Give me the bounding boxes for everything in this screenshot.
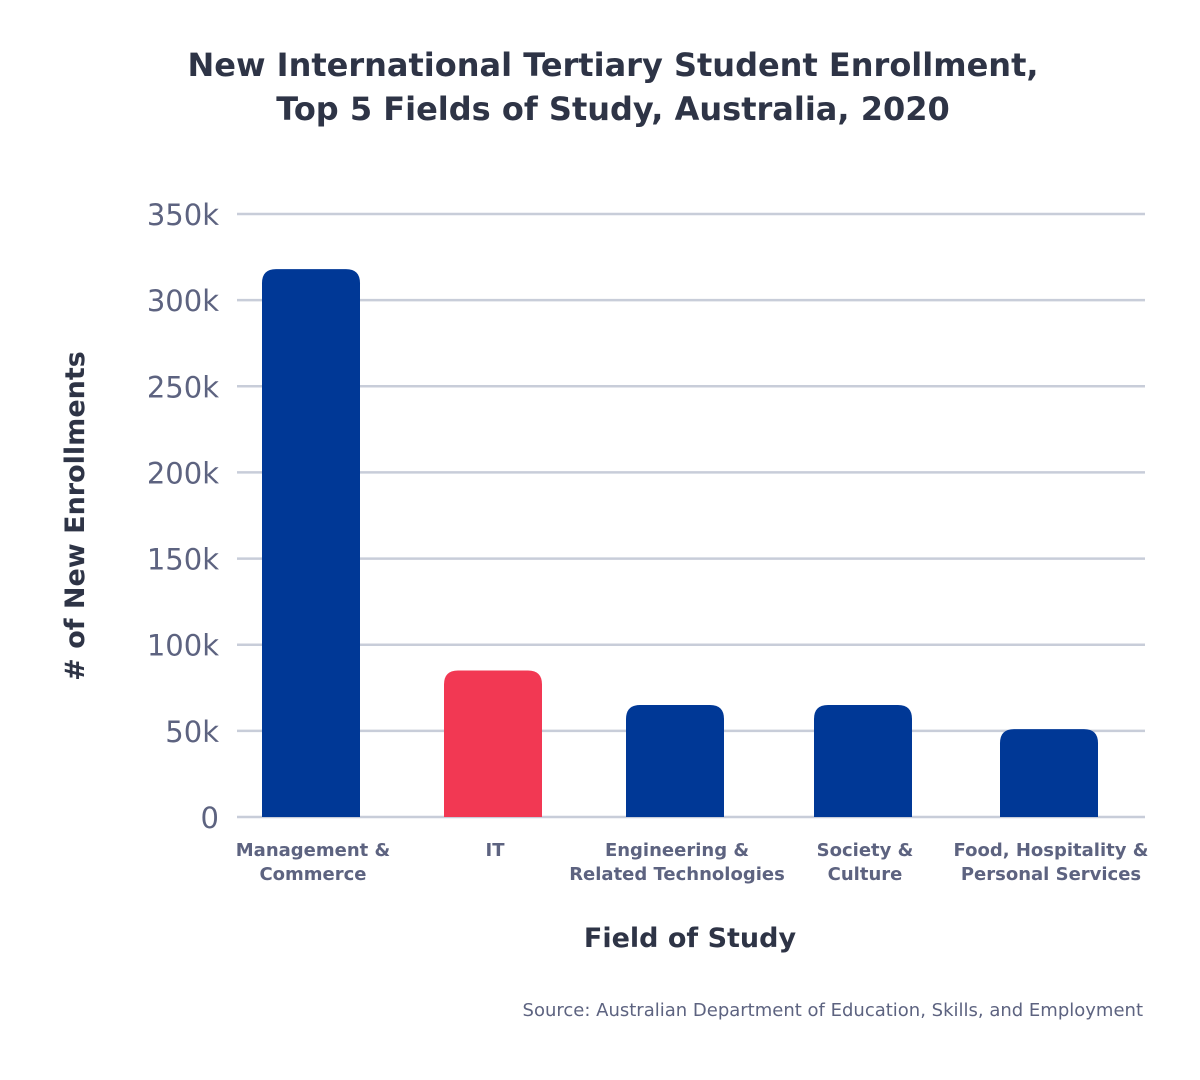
- x-tick-label: Personal Services: [961, 864, 1141, 885]
- x-tick-label: IT: [486, 840, 506, 861]
- chart-title-line: New International Tertiary Student Enrol…: [187, 46, 1038, 84]
- y-tick-label: 100k: [147, 629, 219, 663]
- y-tick-label: 200k: [147, 456, 219, 490]
- y-tick-label: 150k: [147, 543, 219, 577]
- y-tick-label: 350k: [147, 198, 219, 232]
- y-axis-label: # of New Enrollments: [60, 351, 91, 681]
- y-tick-label: 0: [201, 801, 219, 835]
- y-tick-label: 300k: [147, 284, 219, 318]
- x-tick-label: Management &: [236, 840, 390, 861]
- x-tick-label: Food, Hospitality &: [954, 840, 1149, 861]
- x-tick-label: Culture: [828, 864, 903, 885]
- y-tick-label: 250k: [147, 370, 219, 404]
- bar: [814, 705, 912, 817]
- x-tick-label: Related Technologies: [569, 864, 785, 885]
- y-tick-label: 50k: [165, 715, 219, 749]
- source-note: Source: Australian Department of Educati…: [523, 1000, 1143, 1021]
- chart-title-line: Top 5 Fields of Study, Australia, 2020: [276, 90, 950, 128]
- bar: [1000, 729, 1098, 817]
- x-axis-label: Field of Study: [584, 923, 797, 954]
- x-tick-label: Engineering &: [605, 840, 749, 861]
- bar: [444, 670, 542, 817]
- bar: [262, 269, 360, 817]
- x-tick-label: Commerce: [259, 864, 366, 885]
- bar: [626, 705, 724, 817]
- x-tick-label: Society &: [817, 840, 914, 861]
